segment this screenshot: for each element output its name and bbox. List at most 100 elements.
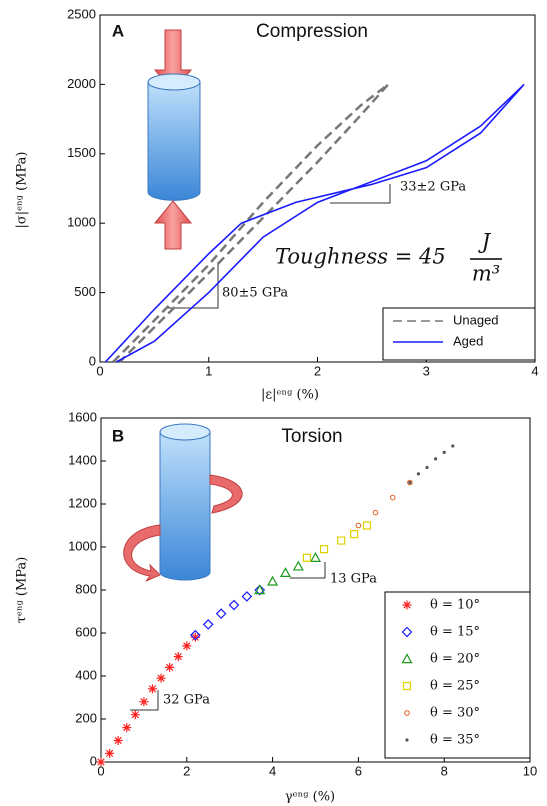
- panel-label: B: [112, 426, 124, 445]
- x-tick-label: 4: [269, 763, 276, 778]
- x-tick-label: 0: [97, 763, 104, 778]
- legend-swatch: [404, 710, 410, 716]
- torsion-icon: [123, 423, 243, 582]
- y-tick-label: 200: [75, 710, 97, 725]
- legend-label: θ = 20°: [430, 652, 480, 667]
- point: [319, 545, 329, 554]
- point: [173, 652, 183, 662]
- point: [122, 723, 132, 733]
- legend-swatch: [402, 600, 412, 610]
- point: [190, 629, 201, 641]
- point: [139, 697, 149, 707]
- x-axis-label: |ε|ᵉⁿᵍ (%): [261, 388, 319, 403]
- x-tick-label: 2: [314, 363, 321, 378]
- legend-label: θ = 10°: [430, 598, 480, 613]
- annotation: m³: [472, 262, 500, 286]
- x-axis-label: γᵉⁿᵍ (%): [285, 790, 335, 805]
- chart-title: Torsion: [281, 426, 342, 447]
- y-tick-label: 2000: [67, 76, 96, 91]
- point: [408, 480, 412, 485]
- point: [96, 757, 106, 767]
- y-axis-label: |σ|ᵉⁿᵍ (MPa): [15, 152, 30, 229]
- point: [113, 736, 123, 745]
- chart-title: Compression: [256, 21, 368, 42]
- point: [254, 584, 266, 595]
- legend-box: [384, 591, 531, 759]
- y-tick-label: 400: [75, 667, 97, 682]
- legend-label: θ = 25°: [430, 679, 480, 694]
- slope-marker: [330, 184, 391, 204]
- y-tick-label: 800: [75, 581, 97, 596]
- annotation: 13 GPa: [330, 572, 377, 587]
- annotation: 32 GPa: [163, 693, 210, 708]
- point: [425, 465, 429, 470]
- point: [407, 479, 413, 486]
- x-tick-label: 8: [441, 763, 448, 778]
- point: [190, 632, 200, 642]
- point: [434, 457, 438, 461]
- panel-label: A: [112, 21, 124, 40]
- y-tick-label: 600: [75, 624, 97, 639]
- point: [442, 450, 446, 454]
- point: [372, 509, 379, 516]
- point: [279, 567, 291, 577]
- series-line: [104, 83, 525, 363]
- y-tick-label: 1200: [68, 495, 97, 510]
- y-tick-label: 500: [74, 284, 96, 299]
- point: [416, 472, 421, 476]
- y-axis-label: τᵉⁿᵍ (MPa): [15, 557, 30, 624]
- legend-label: Unaged: [453, 312, 499, 327]
- point: [228, 599, 240, 611]
- x-tick-label: 10: [523, 763, 537, 778]
- point: [337, 536, 346, 545]
- point: [147, 684, 157, 694]
- point: [309, 552, 322, 562]
- point: [130, 710, 140, 720]
- point: [215, 608, 227, 619]
- legend-swatch: [402, 681, 412, 691]
- x-tick-label: 3: [423, 363, 430, 378]
- slope-marker: [165, 262, 219, 309]
- x-tick-label: 4: [531, 363, 538, 378]
- point: [254, 584, 266, 596]
- annotation: 80±5 GPa: [222, 286, 288, 301]
- point: [355, 522, 362, 529]
- legend-label: θ = 30°: [430, 706, 480, 721]
- y-tick-label: 1600: [68, 409, 97, 424]
- y-tick-label: 0: [90, 753, 97, 768]
- point: [451, 444, 455, 448]
- legend-label: θ = 35°: [430, 733, 480, 748]
- point: [350, 530, 359, 539]
- slope-marker: [130, 690, 159, 711]
- legend-swatch: [405, 738, 409, 742]
- x-tick-label: 6: [355, 763, 362, 778]
- x-tick-label: 2: [183, 763, 190, 778]
- legend-swatch: [401, 653, 413, 664]
- y-tick-label: 1500: [67, 145, 96, 160]
- y-tick-label: 2500: [67, 6, 96, 21]
- annotation: 33±2 GPa: [400, 180, 466, 195]
- x-tick-label: 1: [205, 363, 212, 378]
- x-tick-label: 0: [96, 363, 103, 378]
- legend-swatch: [401, 626, 413, 638]
- compression-icon: [147, 29, 201, 250]
- series-line: [112, 83, 390, 363]
- point: [267, 575, 279, 586]
- legend-box: [382, 307, 536, 361]
- y-tick-label: 1000: [68, 538, 97, 553]
- annotation: J: [478, 230, 492, 254]
- point: [302, 553, 312, 562]
- legend-label: θ = 15°: [430, 625, 480, 640]
- point: [292, 560, 304, 571]
- point: [156, 673, 166, 683]
- legend-label: Aged: [453, 333, 483, 348]
- point: [182, 641, 192, 651]
- point: [105, 748, 115, 758]
- point: [389, 494, 396, 501]
- annotation: Toughness = 45: [275, 245, 446, 269]
- y-tick-label: 1400: [68, 452, 97, 467]
- y-tick-label: 0: [89, 353, 96, 368]
- point: [202, 619, 214, 630]
